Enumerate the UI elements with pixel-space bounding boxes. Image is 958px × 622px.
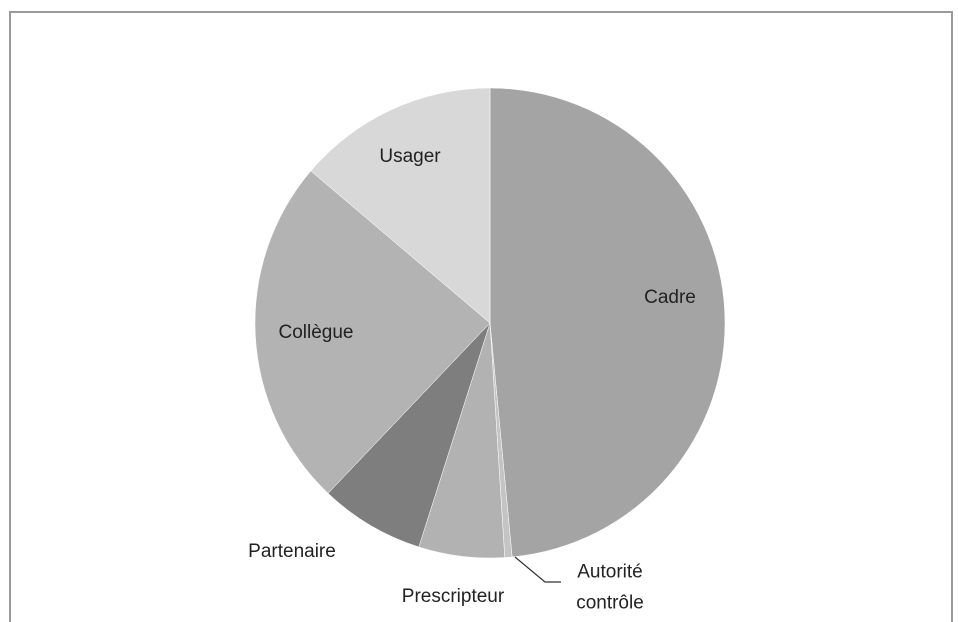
slice-label: Cadre	[644, 287, 696, 308]
slice-label: Collègue	[279, 322, 354, 343]
pie-slice	[327, 322, 491, 548]
chart-frame	[9, 11, 953, 622]
slice-label: Usager	[379, 146, 441, 167]
pie-slice	[489, 87, 726, 558]
leader-line	[514, 556, 561, 583]
slice-label: Autorité contrôle	[576, 562, 644, 614]
pie-slice	[254, 170, 491, 494]
pie-slice	[310, 87, 491, 324]
slice-label: Prescripteur	[402, 586, 505, 607]
slice-label: Partenaire	[248, 541, 336, 562]
